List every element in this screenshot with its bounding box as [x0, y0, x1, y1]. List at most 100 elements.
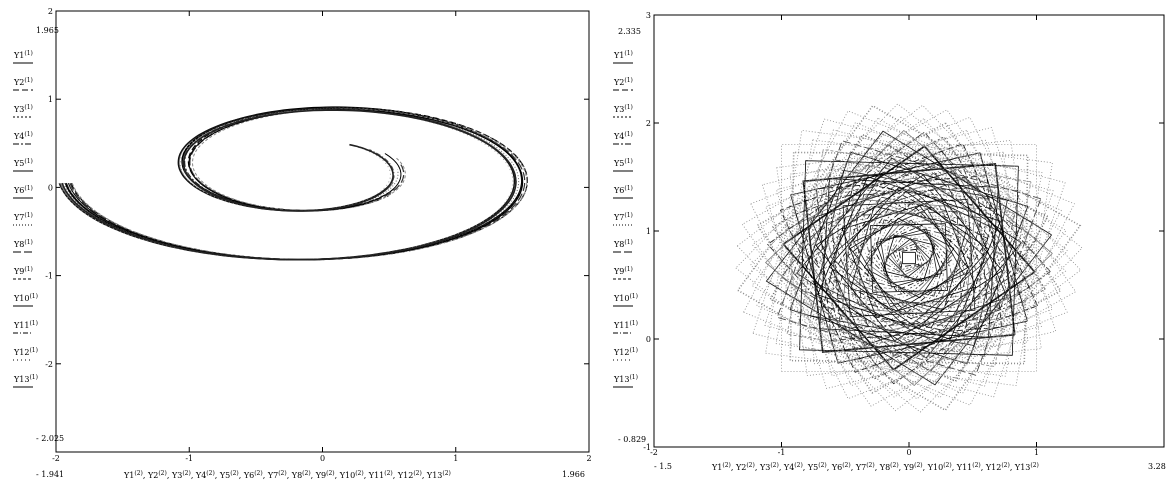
left-legend-item: Y10(1)	[13, 293, 38, 303]
right-series-square	[749, 116, 1069, 400]
right-series-square	[799, 160, 1019, 356]
left-legend-item: Y2(1)	[13, 77, 33, 87]
right-series-square	[868, 221, 950, 295]
left-legend-item: Y6(1)	[13, 185, 33, 195]
right-series-square	[752, 118, 1066, 398]
left-x-tick-label: 0	[320, 454, 325, 463]
left-series-line	[58, 109, 514, 261]
right-series-square	[830, 188, 988, 328]
right-series-square	[735, 103, 1083, 413]
right-x-min-label: - 1.5	[654, 462, 672, 471]
right-series-square	[883, 235, 935, 281]
right-series-square	[819, 178, 999, 338]
right-series-square	[765, 130, 1052, 386]
right-series-square	[898, 248, 920, 268]
right-x-tick-label: -2	[650, 448, 658, 457]
left-legend: Y1(1) Y2(1) Y3(1) Y4(1) Y5(1) Y6(1) Y7(1) Y8(1)…	[13, 50, 38, 388]
left-x-max-label: 1.966	[562, 470, 585, 479]
right-y-min-label: - 0.829	[618, 435, 646, 444]
right-series-square	[882, 234, 936, 282]
right-series-square	[783, 146, 1035, 370]
right-legend-item: Y5(1)	[613, 158, 633, 168]
right-series-square	[775, 139, 1043, 377]
left-legend-item: Y11(1)	[13, 320, 38, 330]
right-series-square	[842, 198, 976, 318]
right-series-square	[892, 243, 926, 273]
left-legend-item: Y7(1)	[13, 212, 33, 222]
left-legend-item: Y8(1)	[13, 239, 33, 249]
right-series-square	[882, 234, 936, 282]
left-x-tick-label: 1	[453, 454, 458, 463]
right-series-square	[799, 159, 1020, 357]
right-legend-item: Y12(1)	[613, 347, 638, 357]
right-x-tick-label: 0	[906, 448, 911, 457]
right-series-square	[831, 189, 987, 327]
right-series-square	[883, 235, 935, 281]
right-xlabel: Y1(2), Y2(2), Y3(2), Y4(2), Y5(2), Y6(2)…	[711, 462, 1039, 472]
right-legend-item: Y6(1)	[613, 185, 633, 195]
right-series-square	[866, 219, 953, 297]
left-x-min-label: - 1.941	[36, 470, 64, 479]
right-legend-item: Y4(1)	[613, 131, 633, 141]
right-series-square	[815, 174, 1003, 342]
right-legend-item: Y9(1)	[613, 266, 633, 276]
right-series-square	[808, 168, 1010, 347]
right-series-square	[780, 143, 1038, 372]
right-series-square	[856, 210, 962, 306]
right-y-tick-label: 0	[646, 335, 651, 344]
left-y-max-label: 1.965	[36, 26, 59, 35]
right-series-square	[870, 223, 948, 293]
left-x-tick-label: -1	[185, 454, 193, 463]
right-series-square	[902, 251, 916, 265]
right-legend-item: Y10(1)	[613, 293, 638, 303]
left-legend-item: Y12(1)	[13, 347, 38, 357]
right-series-square	[737, 104, 1082, 412]
left-xlabel: Y1(2), Y2(2), Y3(2), Y4(2), Y5(2), Y6(2)…	[123, 470, 451, 480]
right-series-square	[765, 129, 1053, 387]
right-y-max-label: 2.335	[618, 27, 641, 36]
right-y-tick-label: -1	[643, 443, 651, 452]
right-series-square	[795, 156, 1023, 360]
left-y-min-label: - 2.025	[36, 434, 64, 443]
left-plot-frame	[55, 10, 590, 453]
right-series-square	[751, 118, 1067, 398]
left-y-tick-label: 1	[48, 95, 53, 104]
right-y-tick-label: 2	[646, 119, 651, 128]
left-legend-item: Y3(1)	[13, 104, 33, 114]
right-series-square	[780, 143, 1038, 373]
left-series-line	[61, 109, 517, 261]
right-series-square	[841, 198, 977, 318]
right-series-square	[764, 129, 1054, 387]
left-legend-item: Y1(1)	[13, 50, 33, 60]
right-plot-frame	[653, 14, 1165, 448]
right-legend-item: Y13(1)	[613, 374, 638, 384]
right-series-square	[895, 246, 923, 270]
right-legend-item: Y1(1)	[613, 50, 633, 60]
right-y-tick-label: 1	[646, 227, 651, 236]
left-legend-item: Y13(1)	[13, 374, 38, 384]
right-series-square	[825, 184, 993, 332]
right-series-square	[756, 122, 1062, 394]
right-series-square	[775, 139, 1043, 377]
right-series-square	[884, 236, 934, 280]
left-y-tick-label: 2	[48, 7, 53, 16]
right-series-square	[796, 157, 1022, 359]
right-series-square	[789, 151, 1029, 365]
right-series-square	[802, 163, 1016, 353]
right-x-tick-label: -1	[778, 448, 786, 457]
right-series-square	[789, 151, 1029, 365]
right-legend-item: Y8(1)	[613, 239, 633, 249]
right-series-square	[789, 151, 1029, 365]
right-series-square	[865, 219, 953, 297]
right-series-square	[829, 187, 989, 329]
right-series-square	[772, 136, 1046, 380]
right-series-square	[750, 116, 1068, 400]
right-legend-item: Y2(1)	[613, 77, 633, 87]
right-series-square	[756, 122, 1062, 394]
right-legend-item: Y11(1)	[613, 320, 638, 330]
right-y-tick-label: 3	[646, 11, 651, 20]
right-series-square	[868, 221, 950, 295]
right-x-tick-label: 1	[1034, 448, 1039, 457]
right-series-square	[743, 110, 1075, 406]
right-series-square	[761, 127, 1057, 389]
